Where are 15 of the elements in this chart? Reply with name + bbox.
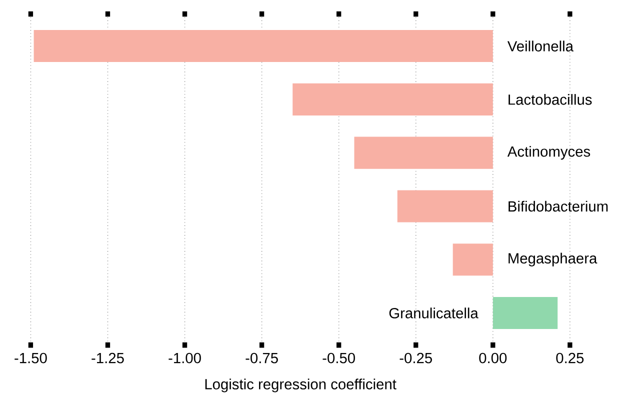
y-tick-label: Megasphaera <box>508 252 598 266</box>
y-tick-label: Actinomyces <box>507 146 590 160</box>
x-tick-label: 0.25 <box>556 352 584 364</box>
y-tick-label: Lactobacillus <box>508 94 592 105</box>
x-tick-label: -1.00 <box>168 352 201 364</box>
x-tick-label: -1.50 <box>14 352 47 364</box>
x-tick-label: -0.75 <box>246 352 278 364</box>
y-tick-label: Veillonella <box>507 40 574 52</box>
x-axis-title: Logistic regression coefficient <box>205 378 396 392</box>
y-tick-label: Bifidobacterium <box>508 200 608 212</box>
x-tick-label: -0.50 <box>322 352 355 364</box>
x-tick-label: -0.25 <box>400 352 432 364</box>
x-tick-label: -1.25 <box>92 352 124 364</box>
y-tick-label: Granulicatella <box>389 308 478 318</box>
x-tick-label: 0.00 <box>479 352 507 364</box>
